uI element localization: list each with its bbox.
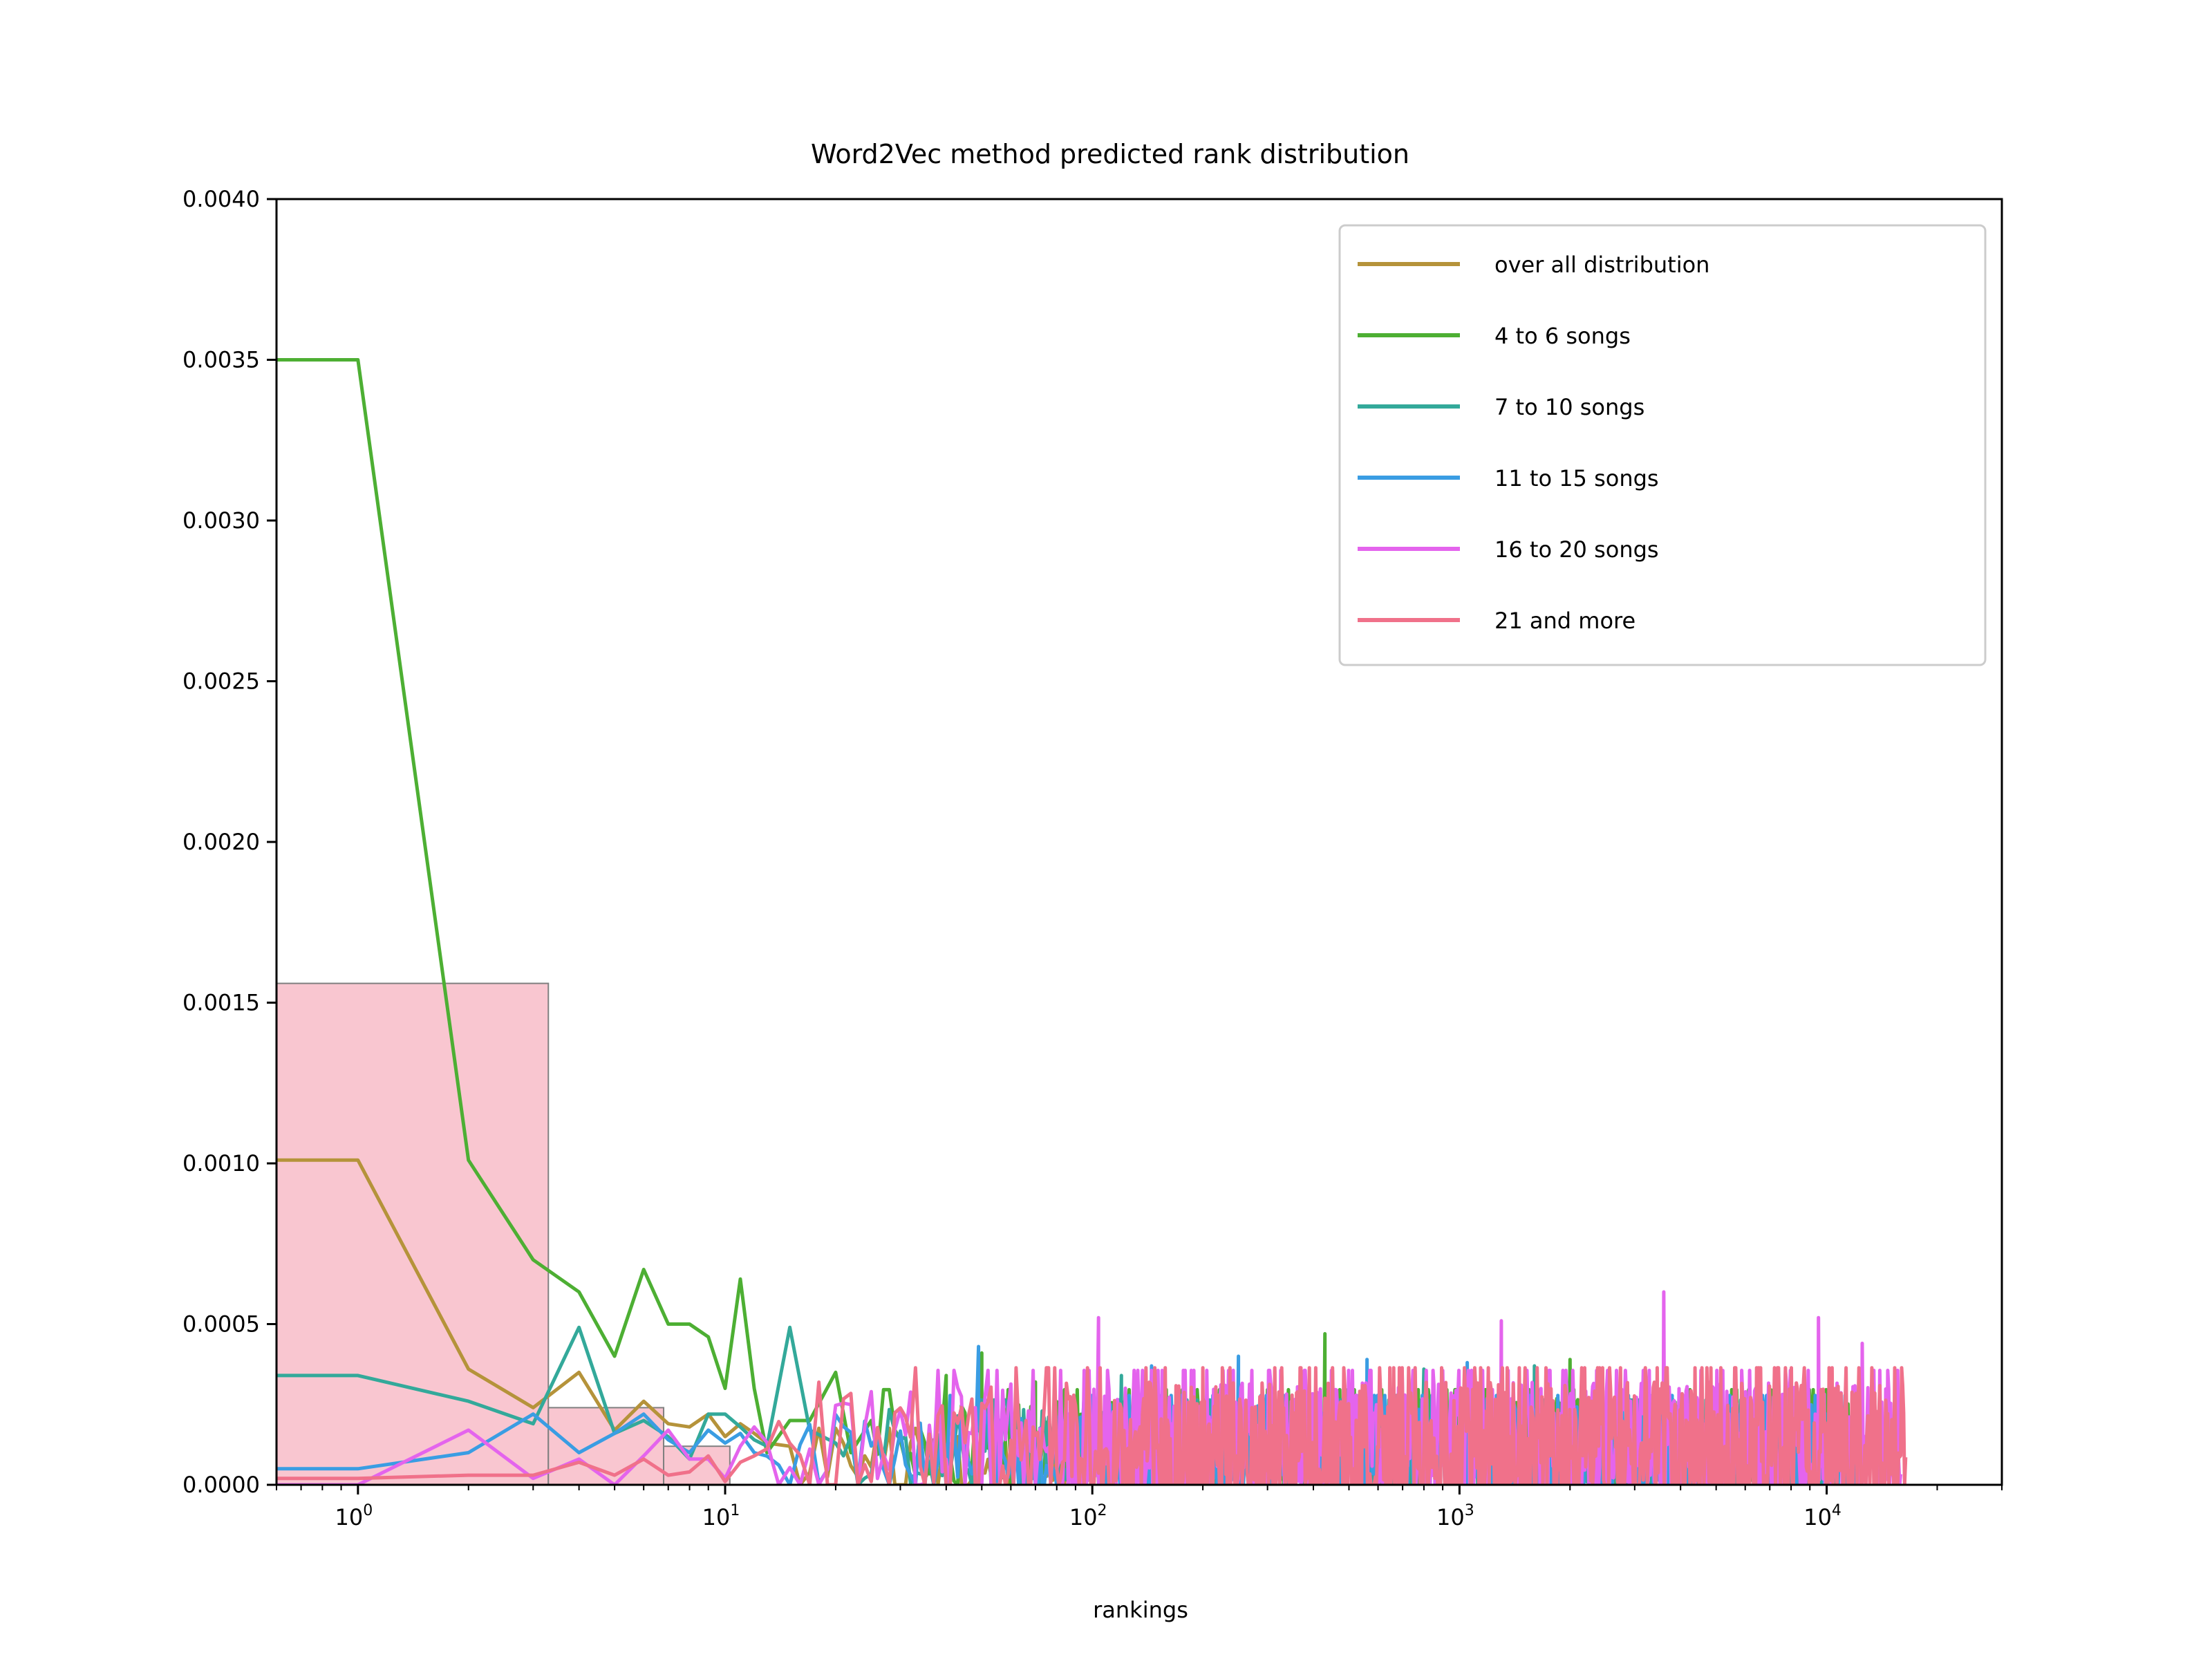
histogram: [276, 982, 731, 1485]
y-tick-label: 0.0015: [182, 990, 260, 1016]
legend-label-0: over all distribution: [1494, 252, 1709, 278]
y-tick-label: 0.0010: [182, 1150, 260, 1177]
x-tick-label: 102: [1069, 1502, 1107, 1530]
legend-label-2: 7 to 10 songs: [1494, 394, 1644, 420]
y-tick-label: 0.0035: [182, 347, 260, 373]
legend-label-5: 21 and more: [1494, 608, 1635, 634]
legend: over all distribution 4 to 6 songs 7 to 10…: [1338, 224, 1987, 666]
y-tick-label: 0.0030: [182, 507, 260, 534]
legend-label-3: 11 to 15 songs: [1494, 465, 1659, 491]
y-tick-label: 0.0020: [182, 829, 260, 855]
x-axis: 100 101 102 103 104: [276, 1485, 2003, 1530]
legend-label-4: 16 to 20 songs: [1494, 536, 1659, 563]
x-tick-label: 103: [1436, 1502, 1474, 1530]
y-axis: 0.0000 0.0005 0.0010 0.0015 0.0020 0.0025 0.00…: [182, 186, 276, 1498]
y-tick-label: 0.0005: [182, 1311, 260, 1338]
chart-title: Word2Vec method predicted rank distribut…: [811, 139, 1409, 169]
x-tick-label: 100: [335, 1502, 373, 1530]
y-tick-label: 0.0000: [182, 1472, 260, 1498]
y-tick-label: 0.0025: [182, 668, 260, 695]
x-tick-label: 104: [1803, 1502, 1841, 1530]
series-line-5: [276, 1366, 1908, 1485]
y-tick-label: 0.0040: [182, 186, 260, 212]
series-lines: [276, 358, 1908, 1485]
histogram-bar-0: [276, 982, 550, 1485]
x-axis-label: rankings: [1093, 1597, 1188, 1623]
legend-box: [1338, 224, 1987, 666]
x-tick-label: 101: [702, 1502, 740, 1530]
legend-label-1: 4 to 6 songs: [1494, 323, 1631, 349]
